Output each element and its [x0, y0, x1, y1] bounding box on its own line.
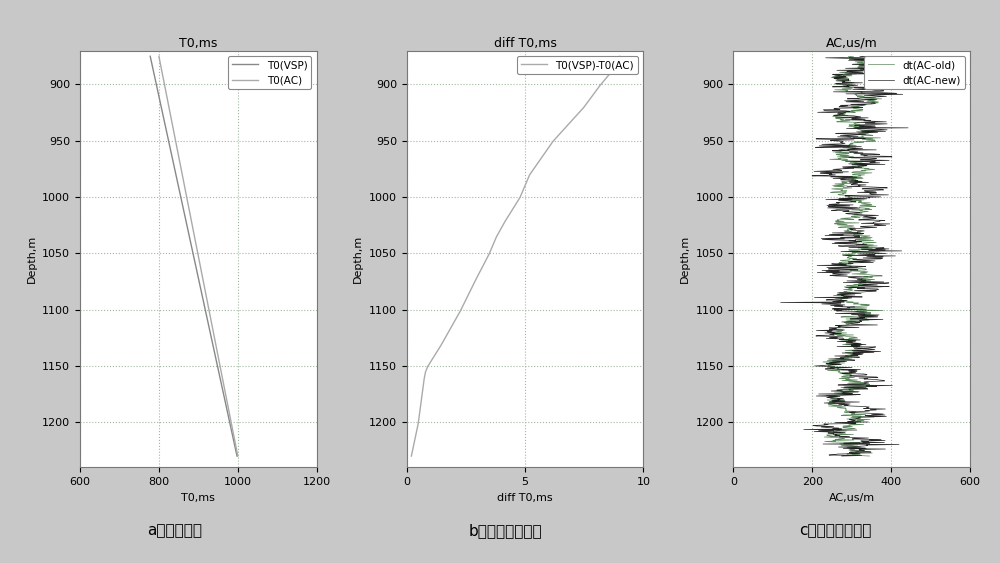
Text: c：校正前后声波: c：校正前后声波	[799, 523, 871, 538]
X-axis label: AC,us/m: AC,us/m	[829, 493, 875, 503]
X-axis label: diff T0,ms: diff T0,ms	[497, 493, 553, 503]
X-axis label: T0,ms: T0,ms	[181, 493, 215, 503]
Y-axis label: Depth,m: Depth,m	[27, 235, 37, 283]
Legend: T0(VSP), T0(AC): T0(VSP), T0(AC)	[228, 56, 311, 90]
Title: AC,us/m: AC,us/m	[826, 37, 878, 50]
Text: a：时深关系: a：时深关系	[148, 523, 202, 538]
Y-axis label: Depth,m: Depth,m	[353, 235, 363, 283]
Title: diff T0,ms: diff T0,ms	[494, 37, 556, 50]
Title: T0,ms: T0,ms	[179, 37, 218, 50]
Legend: T0(VSP)-T0(AC): T0(VSP)-T0(AC)	[517, 56, 638, 74]
Text: b：时深关系时差: b：时深关系时差	[468, 523, 542, 538]
Y-axis label: Depth,m: Depth,m	[680, 235, 690, 283]
Legend: dt(AC-old), dt(AC-new): dt(AC-old), dt(AC-new)	[864, 56, 965, 90]
